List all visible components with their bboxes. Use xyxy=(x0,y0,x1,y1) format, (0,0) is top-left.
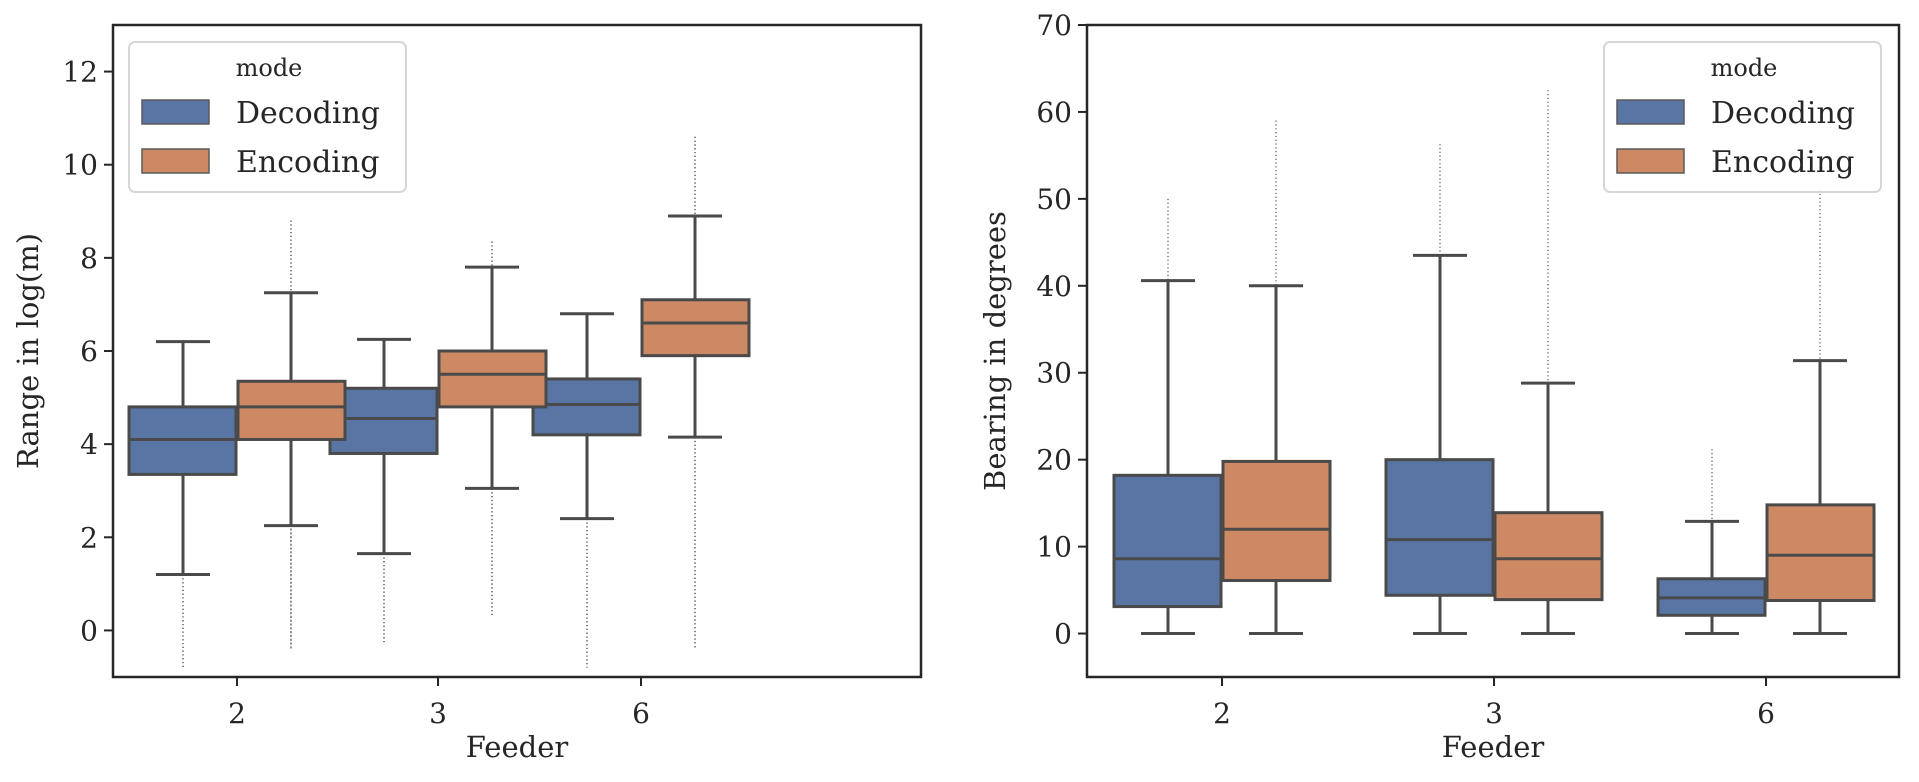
legend-label-encoding: Encoding xyxy=(236,145,379,180)
iqr-box xyxy=(531,377,642,437)
x-axis-label: Feeder xyxy=(466,730,569,764)
legend-swatch-decoding xyxy=(141,99,210,125)
y-tick-label: 30 xyxy=(1036,357,1072,390)
box-decoding-feeder-2 xyxy=(1112,198,1223,636)
legend-label-encoding: Encoding xyxy=(1711,145,1854,180)
box-decoding-feeder-2 xyxy=(127,340,238,668)
y-tick-label: 8 xyxy=(80,242,98,275)
box-encoding-feeder-3 xyxy=(437,241,548,617)
box-decoding-feeder-6 xyxy=(1656,449,1767,636)
series-encoding xyxy=(1221,90,1876,636)
y-axis-label: Range in log(m) xyxy=(11,233,45,469)
box-encoding-feeder-6 xyxy=(640,136,751,650)
y-tick-label: 4 xyxy=(80,428,98,461)
x-axis-label: Feeder xyxy=(1442,730,1545,764)
x-tick-label: 6 xyxy=(632,697,650,730)
y-tick-label: 0 xyxy=(1054,618,1072,651)
iqr-box xyxy=(1765,503,1876,602)
box-encoding-feeder-3 xyxy=(1493,90,1604,636)
y-tick-label: 70 xyxy=(1036,9,1072,42)
iqr-box xyxy=(1493,511,1604,602)
y-tick-label: 12 xyxy=(62,56,98,89)
iqr-box xyxy=(1384,458,1495,597)
legend: mode Decoding Encoding xyxy=(128,41,407,193)
y-tick-label: 0 xyxy=(80,614,98,647)
legend-title: mode xyxy=(236,54,303,82)
series-decoding xyxy=(1112,144,1767,636)
iqr-box xyxy=(1112,473,1223,609)
x-tick-label: 2 xyxy=(228,697,246,730)
box-encoding-feeder-6 xyxy=(1765,190,1876,636)
x-tick-label: 3 xyxy=(1485,697,1503,730)
iqr-box xyxy=(640,298,751,358)
y-tick-label: 40 xyxy=(1036,270,1072,303)
legend-label-decoding: Decoding xyxy=(236,96,380,131)
box-encoding-feeder-2 xyxy=(1221,120,1332,636)
y-tick-label: 60 xyxy=(1036,96,1072,129)
iqr-box xyxy=(1221,459,1332,583)
bearing-boxplot-panel: 0 10 20 30 40 50 60 70 2 3 6 Feeder Bearing in degre… xyxy=(978,9,1901,764)
legend-swatch-decoding xyxy=(1616,99,1685,125)
series-encoding xyxy=(236,136,751,650)
x-tick-label: 3 xyxy=(429,697,447,730)
box-encoding-feeder-2 xyxy=(236,220,347,650)
legend-swatch-encoding xyxy=(141,148,210,174)
box-decoding-feeder-6 xyxy=(531,312,642,668)
series-decoding xyxy=(127,312,642,668)
legend-label-decoding: Decoding xyxy=(1711,96,1855,131)
box-decoding-feeder-3 xyxy=(1384,144,1495,636)
y-tick-label: 2 xyxy=(80,521,98,554)
y-tick-label: 10 xyxy=(1036,531,1072,564)
legend: mode Decoding Encoding xyxy=(1603,41,1882,193)
iqr-box xyxy=(236,379,347,441)
legend-title: mode xyxy=(1711,54,1778,82)
iqr-box xyxy=(328,386,439,455)
range-boxplot-panel: 0 2 4 6 8 10 12 2 3 6 Feeder Range in log(m) mode Dec… xyxy=(11,23,923,764)
axes-frame xyxy=(1085,23,1901,679)
x-tick-label: 2 xyxy=(1213,697,1231,730)
y-tick-label: 20 xyxy=(1036,444,1072,477)
axes-frame xyxy=(111,23,923,679)
x-tick-label: 6 xyxy=(1757,697,1775,730)
y-tick-label: 50 xyxy=(1036,183,1072,216)
legend-swatch-encoding xyxy=(1616,148,1685,174)
y-tick-label: 10 xyxy=(62,149,98,182)
box-decoding-feeder-3 xyxy=(328,337,439,645)
y-tick-label: 6 xyxy=(80,335,98,368)
y-axis-label: Bearing in degrees xyxy=(978,211,1012,491)
iqr-box xyxy=(437,349,548,409)
